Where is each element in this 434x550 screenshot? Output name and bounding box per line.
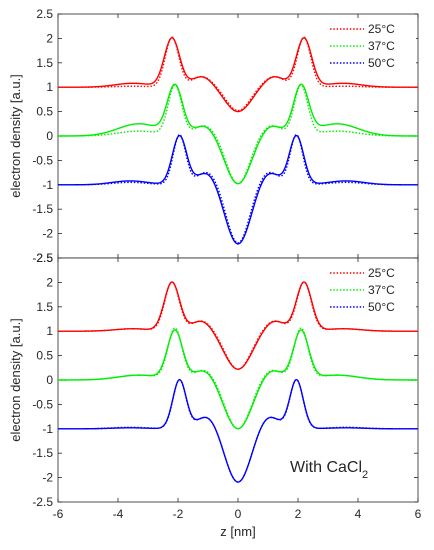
y-tick-label: -1.5	[32, 446, 53, 460]
series-37C-solid-line	[58, 329, 418, 430]
y-tick-label: -1	[42, 178, 53, 192]
series-50C-solid-line	[58, 134, 418, 245]
legend-label: 25°C	[368, 22, 395, 36]
x-tick-label: -6	[53, 507, 64, 521]
y-tick-label: -0.5	[32, 397, 53, 411]
series-25C-solid-line	[58, 37, 418, 113]
y-tick-label: 2.5	[36, 251, 53, 265]
legend-label: 50°C	[368, 300, 395, 314]
legend-label: 25°C	[368, 266, 395, 280]
series-50C-solid-line	[58, 378, 418, 483]
legend-label: 37°C	[368, 39, 395, 53]
top-panel: 2.5 2 1.5 1 0.5 0 -0.5 -1 -1.5 -2 -2.5 electron den…	[8, 7, 419, 265]
y-tick-label: 0.5	[36, 349, 53, 363]
legend: 25°C 37°C 50°C	[326, 264, 416, 318]
curves	[58, 36, 418, 245]
bottom-panel: 2.521.510.50-0.5-1-1.5-2-2.5-6 -4 -2 0 2 4 6el…	[8, 251, 422, 539]
y-tick-label: 1	[46, 324, 53, 338]
legend-label: 37°C	[368, 283, 395, 297]
y-tick-label: 0.5	[36, 105, 53, 119]
y-tick-label: 1.5	[36, 56, 53, 70]
x-tick-label: 0	[235, 507, 242, 521]
y-tick-label: 0	[46, 129, 53, 143]
y-tick-label: 1	[46, 80, 53, 94]
curves	[58, 281, 418, 483]
x-axis-label: z [nm]	[220, 524, 255, 539]
y-tick-label: 0	[46, 373, 53, 387]
series-37C-solid-line	[58, 83, 418, 185]
series-25C-solid-line	[58, 281, 418, 370]
y-axis-label: electron density [a.u.]	[8, 74, 23, 198]
legend-label: 50°C	[368, 56, 395, 70]
series-50C-dotted-line	[58, 133, 418, 244]
y-tick-label: -2.5	[32, 495, 53, 509]
y-tick-label: -1	[42, 422, 53, 436]
y-tick-label: -1.5	[32, 202, 53, 216]
y-tick-label: -0.5	[32, 153, 53, 167]
legend: 25°C 37°C 50°C	[326, 20, 416, 74]
y-tick-label: -2	[42, 227, 53, 241]
y-tick-label: 2	[46, 31, 53, 45]
y-tick-label: 1.5	[36, 300, 53, 314]
x-tick-label: -4	[113, 507, 124, 521]
annotation-label: With CaCl2	[290, 459, 368, 481]
x-tick-label: 6	[415, 507, 422, 521]
x-tick-label: 4	[355, 507, 362, 521]
series-25C-dotted-line	[58, 36, 418, 112]
y-tick-label: 2.5	[36, 7, 53, 21]
x-tick-label: 2	[295, 507, 302, 521]
y-tick-label: -2	[42, 471, 53, 485]
y-tick-label: -2.5	[32, 251, 53, 265]
y-axis-label: electron density [a.u.]	[8, 318, 23, 442]
y-tick-label: 2	[46, 275, 53, 289]
x-tick-label: -2	[173, 507, 184, 521]
